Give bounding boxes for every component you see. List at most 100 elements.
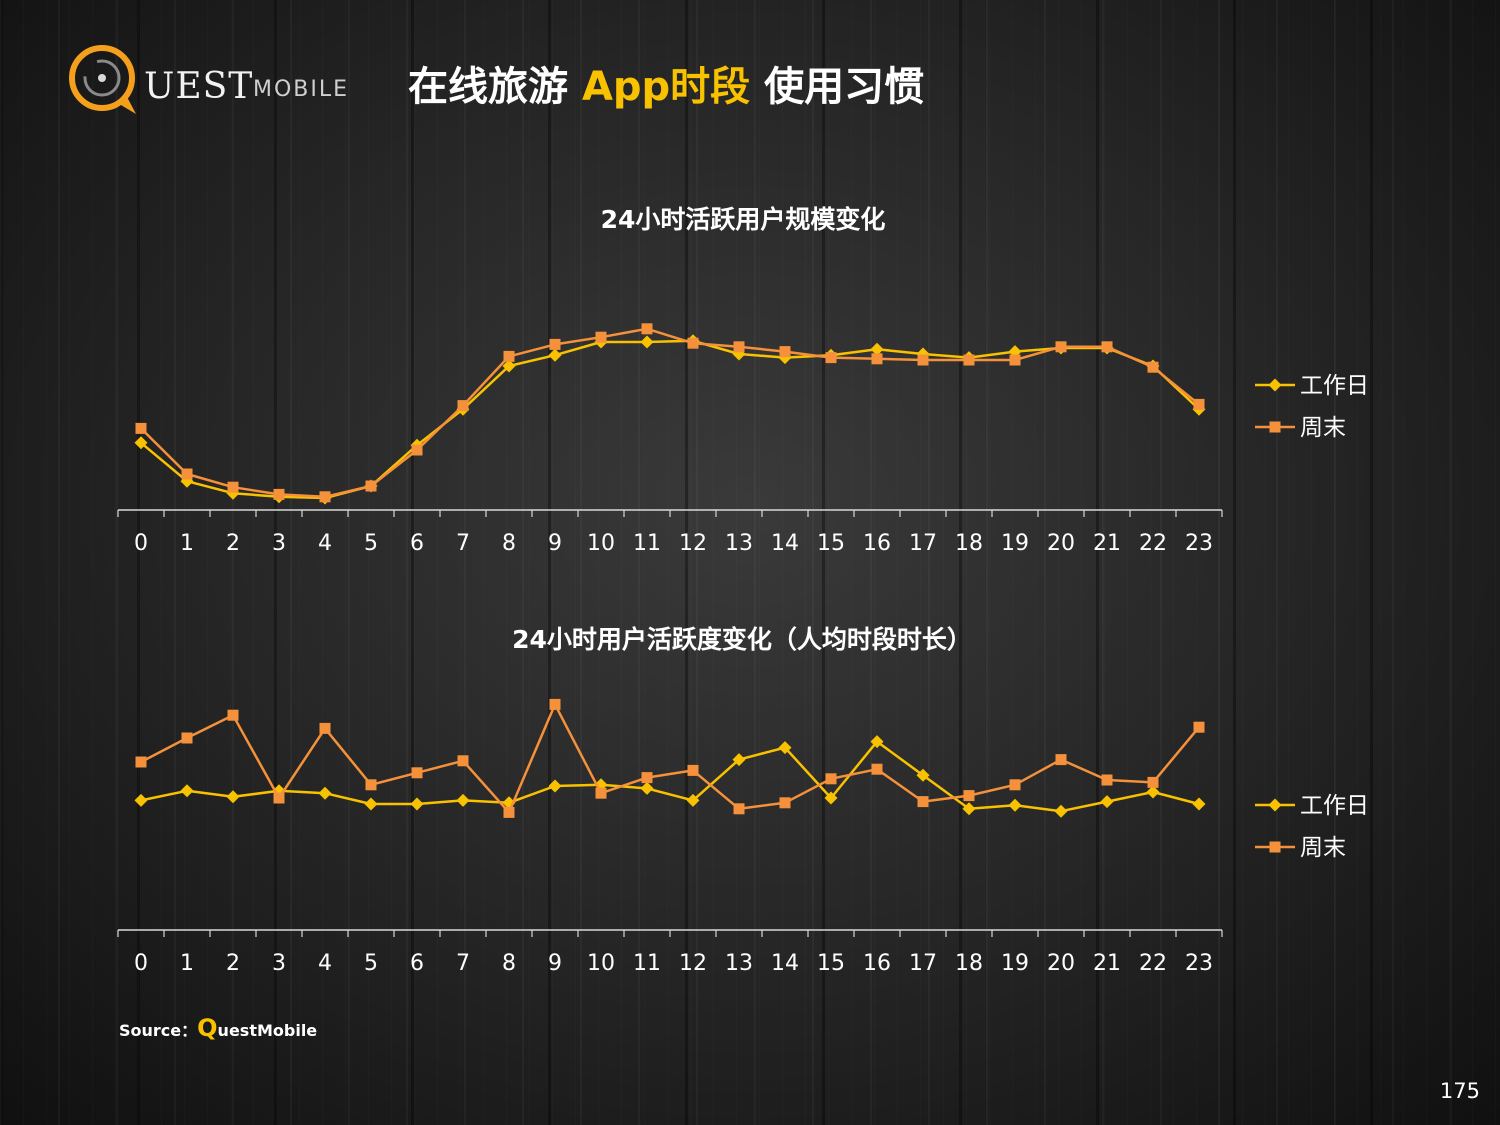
workday-point xyxy=(456,793,470,807)
x-tick-label: 1 xyxy=(180,951,194,976)
legend-weekend-label: 周末 xyxy=(1300,835,1346,861)
legend-weekend-marker xyxy=(1269,421,1281,433)
weekend-point xyxy=(733,803,745,815)
workday-point xyxy=(1054,804,1068,818)
x-tick-label: 20 xyxy=(1047,531,1075,556)
weekend-point xyxy=(641,772,653,784)
x-tick-label: 4 xyxy=(318,531,332,556)
weekend-point xyxy=(1055,754,1067,766)
questmobile-logo: UEST MOBILE xyxy=(64,40,354,120)
workday-point xyxy=(134,436,148,450)
x-tick-label: 11 xyxy=(633,531,661,556)
weekend-point xyxy=(1193,721,1205,733)
weekend-point xyxy=(319,722,331,734)
x-tick-label: 7 xyxy=(456,531,470,556)
series-weekend-line xyxy=(140,327,1200,499)
x-tick-label: 19 xyxy=(1001,951,1029,976)
workday-point xyxy=(962,802,976,816)
source-note: Source：QuestMobile xyxy=(119,1014,317,1042)
workday-point xyxy=(410,797,424,811)
workday-point xyxy=(1100,795,1114,809)
workday-point xyxy=(870,342,884,356)
weekend-point xyxy=(1147,776,1159,788)
weekend-point xyxy=(641,323,653,335)
x-tick-label: 16 xyxy=(863,531,891,556)
x-tick-label: 8 xyxy=(502,531,516,556)
legend-workday-marker xyxy=(1268,378,1282,392)
workday-point xyxy=(686,793,700,807)
weekend-point xyxy=(963,354,975,366)
series-workday-line xyxy=(140,339,1200,500)
workday-point xyxy=(1146,785,1160,799)
legend-workday-marker xyxy=(1268,798,1282,812)
weekend-point xyxy=(181,468,193,480)
x-tick-label: 22 xyxy=(1139,531,1167,556)
x-tick-label: 15 xyxy=(817,531,845,556)
x-tick-label: 13 xyxy=(725,951,753,976)
x-tick-label: 13 xyxy=(725,531,753,556)
x-tick-label: 23 xyxy=(1185,531,1213,556)
weekend-point xyxy=(825,352,837,364)
workday-point xyxy=(870,735,884,749)
x-tick-label: 23 xyxy=(1185,951,1213,976)
weekend-point xyxy=(273,488,285,500)
workday-point xyxy=(778,741,792,755)
series-weekend-line xyxy=(140,703,1200,814)
x-tick-label: 12 xyxy=(679,951,707,976)
x-tick-label: 0 xyxy=(134,531,148,556)
legend-weekend-marker xyxy=(1269,841,1281,853)
x-tick-label: 21 xyxy=(1093,531,1121,556)
workday-point xyxy=(134,793,148,807)
x-tick-label: 14 xyxy=(771,531,799,556)
weekend-point xyxy=(779,797,791,809)
legend-workday-label: 工作日 xyxy=(1300,373,1369,399)
weekend-point xyxy=(917,354,929,366)
x-tick-label: 6 xyxy=(410,531,424,556)
page-title: 在线旅游 App时段 使用习惯 xyxy=(408,54,924,112)
x-tick-label: 2 xyxy=(226,951,240,976)
weekend-point xyxy=(871,353,883,365)
weekend-point xyxy=(595,331,607,343)
weekend-point xyxy=(457,400,469,412)
x-tick-label: 0 xyxy=(134,951,148,976)
weekend-point xyxy=(181,732,193,744)
legend-workday-label: 工作日 xyxy=(1300,793,1369,819)
x-tick-label: 14 xyxy=(771,951,799,976)
workday-point xyxy=(318,786,332,800)
weekend-point xyxy=(227,481,239,493)
x-tick-label: 5 xyxy=(364,531,378,556)
weekend-point xyxy=(1055,341,1067,353)
weekend-point xyxy=(1101,341,1113,353)
weekend-point xyxy=(319,491,331,503)
x-tick-label: 22 xyxy=(1139,951,1167,976)
chart-2-title: 24小时用户活跃度变化（人均时段时长） xyxy=(512,625,972,654)
x-tick-label: 10 xyxy=(587,951,615,976)
weekend-point xyxy=(733,341,745,353)
weekend-point xyxy=(273,792,285,804)
workday-point xyxy=(548,779,562,793)
workday-point xyxy=(732,753,746,767)
page-title-accent: App时段 xyxy=(581,64,751,110)
weekend-point xyxy=(1147,361,1159,373)
x-tick-label: 11 xyxy=(633,951,661,976)
x-tick-label: 17 xyxy=(909,531,937,556)
logo-wordmark-sub: MOBILE xyxy=(253,77,350,102)
x-tick-label: 5 xyxy=(364,951,378,976)
weekend-point xyxy=(135,422,147,434)
workday-point xyxy=(1192,797,1206,811)
x-tick-label: 19 xyxy=(1001,531,1029,556)
x-tick-label: 21 xyxy=(1093,951,1121,976)
weekend-point xyxy=(365,480,377,492)
x-tick-label: 10 xyxy=(587,531,615,556)
workday-point xyxy=(180,784,194,798)
weekend-point xyxy=(871,763,883,775)
weekend-point xyxy=(365,779,377,791)
source-q: Q xyxy=(197,1014,218,1042)
x-tick-label: 3 xyxy=(272,531,286,556)
x-tick-label: 17 xyxy=(909,951,937,976)
weekend-point xyxy=(457,755,469,767)
x-tick-label: 9 xyxy=(548,531,562,556)
legend-weekend-label: 周末 xyxy=(1300,415,1346,441)
weekend-point xyxy=(825,773,837,785)
